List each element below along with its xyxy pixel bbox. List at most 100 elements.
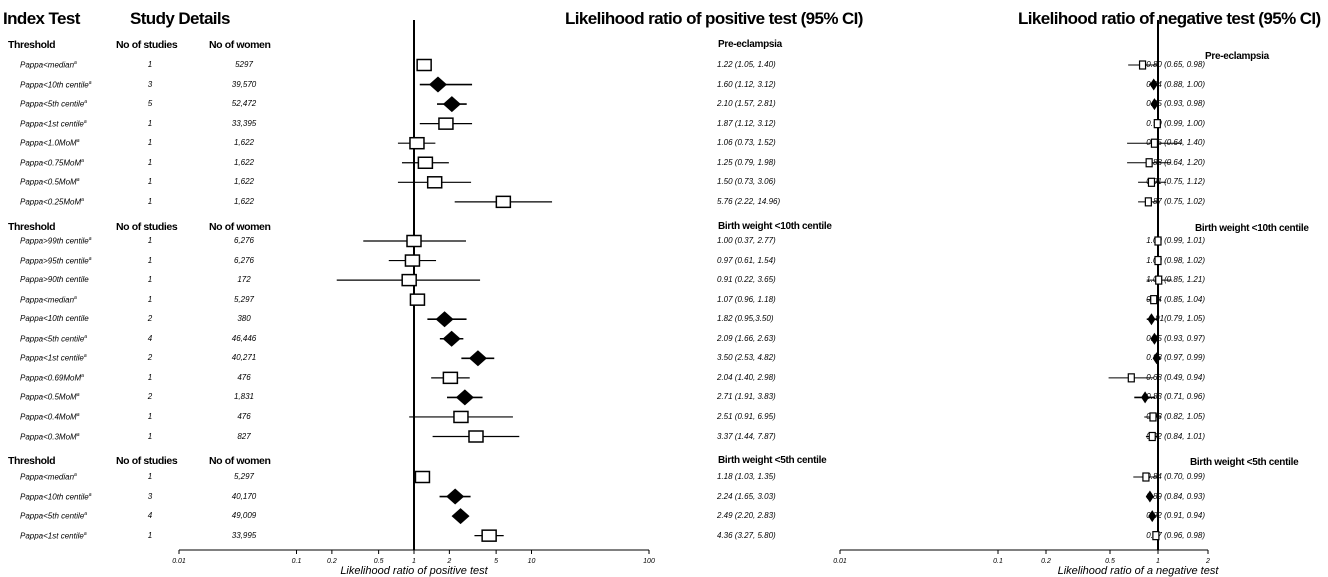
positive-tick-label: 0.01 — [172, 558, 186, 565]
women-count: 5,297 — [233, 472, 255, 481]
women-count: 827 — [237, 431, 251, 441]
studies-column-header: No of studies — [116, 39, 178, 51]
negative-point-square — [1147, 177, 1156, 187]
threshold-label: Pappa<0.69MoMa — [20, 372, 84, 383]
negative-lr-ci-text: 0.99 (0.99, 1.00) — [1146, 118, 1205, 128]
threshold-label: Pappa>95th centilea — [20, 255, 92, 266]
negative-lr-ci-text: 0.91 (0.75, 1.12) — [1146, 177, 1205, 187]
study-count: 1 — [147, 411, 153, 421]
positive-lr-ci-text: 0.97 (0.61, 1.54) — [717, 255, 776, 265]
threshold-label: Pappa<mediana — [20, 294, 77, 305]
women-count: 1,622 — [233, 177, 255, 187]
negative-lr-ci-text: 0.92 (0.84, 1.01) — [1146, 431, 1205, 441]
women-count: 5297 — [235, 60, 253, 69]
positive-point-square — [453, 410, 469, 424]
negative-lr-ci-text: 0.95 (0.93, 0.97) — [1146, 333, 1205, 343]
threshold-column-header: Threshold — [8, 455, 56, 467]
positive-lr-ci-text: 0.91 (0.22, 3.65) — [717, 275, 776, 285]
threshold-label: Pappa<0.4MoMa — [20, 411, 80, 422]
study-count: 3 — [147, 79, 153, 89]
women-count: 5,297 — [233, 294, 255, 304]
positive-tick-label: 0.2 — [327, 558, 337, 565]
threshold-label: Pappa<10th centilea — [20, 79, 92, 90]
positive-lr-ci-text: 1.60 (1.12, 3.12) — [717, 79, 776, 89]
negative-pooled-diamond — [1148, 510, 1157, 523]
threshold-label: Pappa<5th centilea — [20, 511, 88, 521]
negative-lr-ci-text: 0.93 (0.82, 1.05) — [1146, 411, 1205, 421]
women-column-header: No of women — [209, 221, 271, 233]
women-column-header: No of women — [209, 39, 271, 51]
negative-lr-ci-text: 0.94 (0.88, 1.00) — [1146, 79, 1205, 89]
negative-point-square — [1150, 138, 1159, 148]
positive-lr-title: Likelihood ratio of positive test (95% C… — [565, 9, 863, 28]
positive-pooled-diamond — [455, 389, 474, 406]
positive-tick-label: 0.1 — [292, 558, 302, 565]
positive-lr-ci-text: 2.04 (1.40, 2.98) — [717, 372, 776, 382]
positive-point-square — [406, 234, 422, 248]
index-test-header: Index Test — [3, 9, 80, 28]
studies-column-header: No of studies — [116, 221, 178, 233]
positive-point-square — [401, 273, 417, 287]
study-count: 4 — [147, 333, 153, 343]
negative-lr-ci-text: 0.91(0.79, 1.05) — [1148, 314, 1205, 324]
women-count: 40,271 — [231, 353, 257, 363]
positive-lr-ci-text: 2.10 (1.57, 2.81) — [717, 99, 776, 109]
study-count: 1 — [147, 431, 153, 441]
positive-point-square — [414, 470, 431, 484]
threshold-label: Pappa<0.3MoMa — [20, 431, 80, 442]
negative-pooled-diamond — [1145, 490, 1154, 503]
study-count: 1 — [147, 118, 153, 128]
study-count: 1 — [147, 294, 153, 304]
study-count: 2 — [147, 392, 153, 402]
positive-tick-label: 2 — [446, 558, 451, 565]
threshold-label: Pappa<5th centilea — [20, 99, 88, 109]
positive-tick-label: 5 — [494, 558, 498, 565]
study-count: 1 — [147, 530, 153, 540]
positive-tick-label: 100 — [643, 558, 655, 565]
women-count: 1,622 — [233, 157, 255, 167]
negative-lr-ci-text: 0.92 (0.91, 0.94) — [1146, 511, 1205, 521]
threshold-column-header: Threshold — [8, 221, 56, 233]
positive-lr-ci-text: 1.50 (0.73, 3.06) — [717, 177, 776, 187]
threshold-label: Pappa<10th centilea — [20, 491, 92, 502]
negative-lr-ci-text: 0.83 (0.71, 0.96) — [1146, 392, 1205, 402]
women-count: 52,472 — [231, 99, 257, 109]
positive-point-square — [481, 529, 497, 542]
positive-lr-ci-text: 1.00 (0.37, 2.77) — [717, 236, 776, 245]
negative-pooled-diamond — [1141, 391, 1150, 404]
negative-lr-ci-text: 0.97 (0.96, 0.98) — [1146, 530, 1205, 540]
negative-lr-ci-text: 1.00 (0.99, 1.01) — [1146, 236, 1205, 245]
positive-pooled-diamond — [435, 311, 454, 328]
positive-pooled-diamond — [442, 330, 461, 347]
threshold-label: Pappa<10th centile — [20, 314, 89, 324]
positive-lr-ci-text: 1.22 (1.05, 1.40) — [717, 60, 776, 69]
threshold-label: Pappa<mediana — [20, 60, 77, 70]
positive-point-square — [495, 195, 512, 209]
women-count: 1,831 — [233, 392, 255, 402]
positive-lr-ci-text: 2.24 (1.65, 3.03) — [717, 491, 776, 501]
women-count: 39,570 — [231, 79, 257, 89]
negative-x-axis-label: Likelihood ratio of a negative test — [1058, 565, 1220, 577]
negative-lr-ci-text: 0.68 (0.49, 0.94) — [1146, 372, 1205, 382]
women-count: 46,446 — [231, 333, 257, 343]
negative-lr-ci-text: 1.00 (0.98, 1.02) — [1146, 255, 1205, 265]
study-count: 3 — [147, 491, 153, 501]
threshold-label: Pappa<0.5MoMa — [20, 392, 80, 403]
negative-lr-ci-text: 1.01 (0.85, 1.21) — [1146, 275, 1205, 285]
positive-pooled-diamond — [442, 96, 461, 113]
positive-lr-ci-text: 3.50 (2.53, 4.82) — [717, 353, 776, 363]
study-count: 1 — [147, 275, 153, 285]
women-count: 49,009 — [231, 511, 257, 521]
negative-point-square — [1127, 373, 1135, 383]
women-count: 6,276 — [233, 255, 255, 265]
threshold-label: Pappa>90th centile — [20, 275, 89, 285]
negative-tick-label: 0.1 — [993, 558, 1003, 565]
positive-tick-label: 10 — [528, 558, 536, 565]
positive-point-square — [416, 58, 432, 72]
women-column-header: No of women — [209, 455, 271, 467]
women-count: 33,995 — [231, 530, 257, 540]
women-count: 380 — [237, 314, 251, 324]
study-count: 5 — [147, 99, 153, 109]
threshold-label: Pappa<0.5MoMa — [20, 177, 80, 187]
threshold-label: Pappa<mediana — [20, 472, 77, 482]
